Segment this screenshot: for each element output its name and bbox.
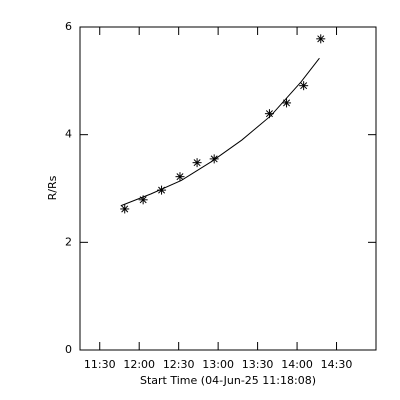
marker-stroke bbox=[265, 110, 273, 118]
asterisk-marker bbox=[316, 34, 326, 44]
y-tick-label: 6 bbox=[65, 20, 72, 33]
y-tick-label: 0 bbox=[65, 343, 72, 356]
marker-stroke bbox=[317, 35, 325, 43]
x-tick-label: 11:30 bbox=[84, 358, 116, 371]
marker-stroke bbox=[176, 173, 184, 181]
y-axis-label: R/Rs bbox=[46, 175, 59, 200]
x-tick-label: 14:00 bbox=[281, 358, 313, 371]
x-tick-label: 13:30 bbox=[242, 358, 274, 371]
asterisk-marker bbox=[192, 158, 202, 168]
marker-stroke bbox=[283, 99, 291, 107]
x-tick-label: 14:30 bbox=[321, 358, 353, 371]
x-axis-label: Start Time (04-Jun-25 11:18:08) bbox=[140, 374, 316, 387]
asterisk-marker bbox=[299, 81, 309, 91]
marker-stroke bbox=[139, 196, 147, 204]
asterisk-marker bbox=[120, 204, 130, 214]
x-tick-label: 12:30 bbox=[163, 358, 195, 371]
x-tick-label: 12:00 bbox=[123, 358, 155, 371]
asterisk-marker bbox=[175, 172, 185, 182]
x-tick-label: 13:00 bbox=[202, 358, 234, 371]
plot-frame bbox=[79, 26, 377, 351]
y-tick-label: 4 bbox=[65, 128, 72, 141]
marker-stroke bbox=[300, 82, 308, 90]
asterisk-marker bbox=[282, 98, 292, 108]
y-tick-label: 2 bbox=[65, 235, 72, 248]
fit-curve bbox=[120, 57, 320, 207]
marker-stroke bbox=[193, 159, 201, 167]
marker-stroke bbox=[121, 205, 129, 213]
